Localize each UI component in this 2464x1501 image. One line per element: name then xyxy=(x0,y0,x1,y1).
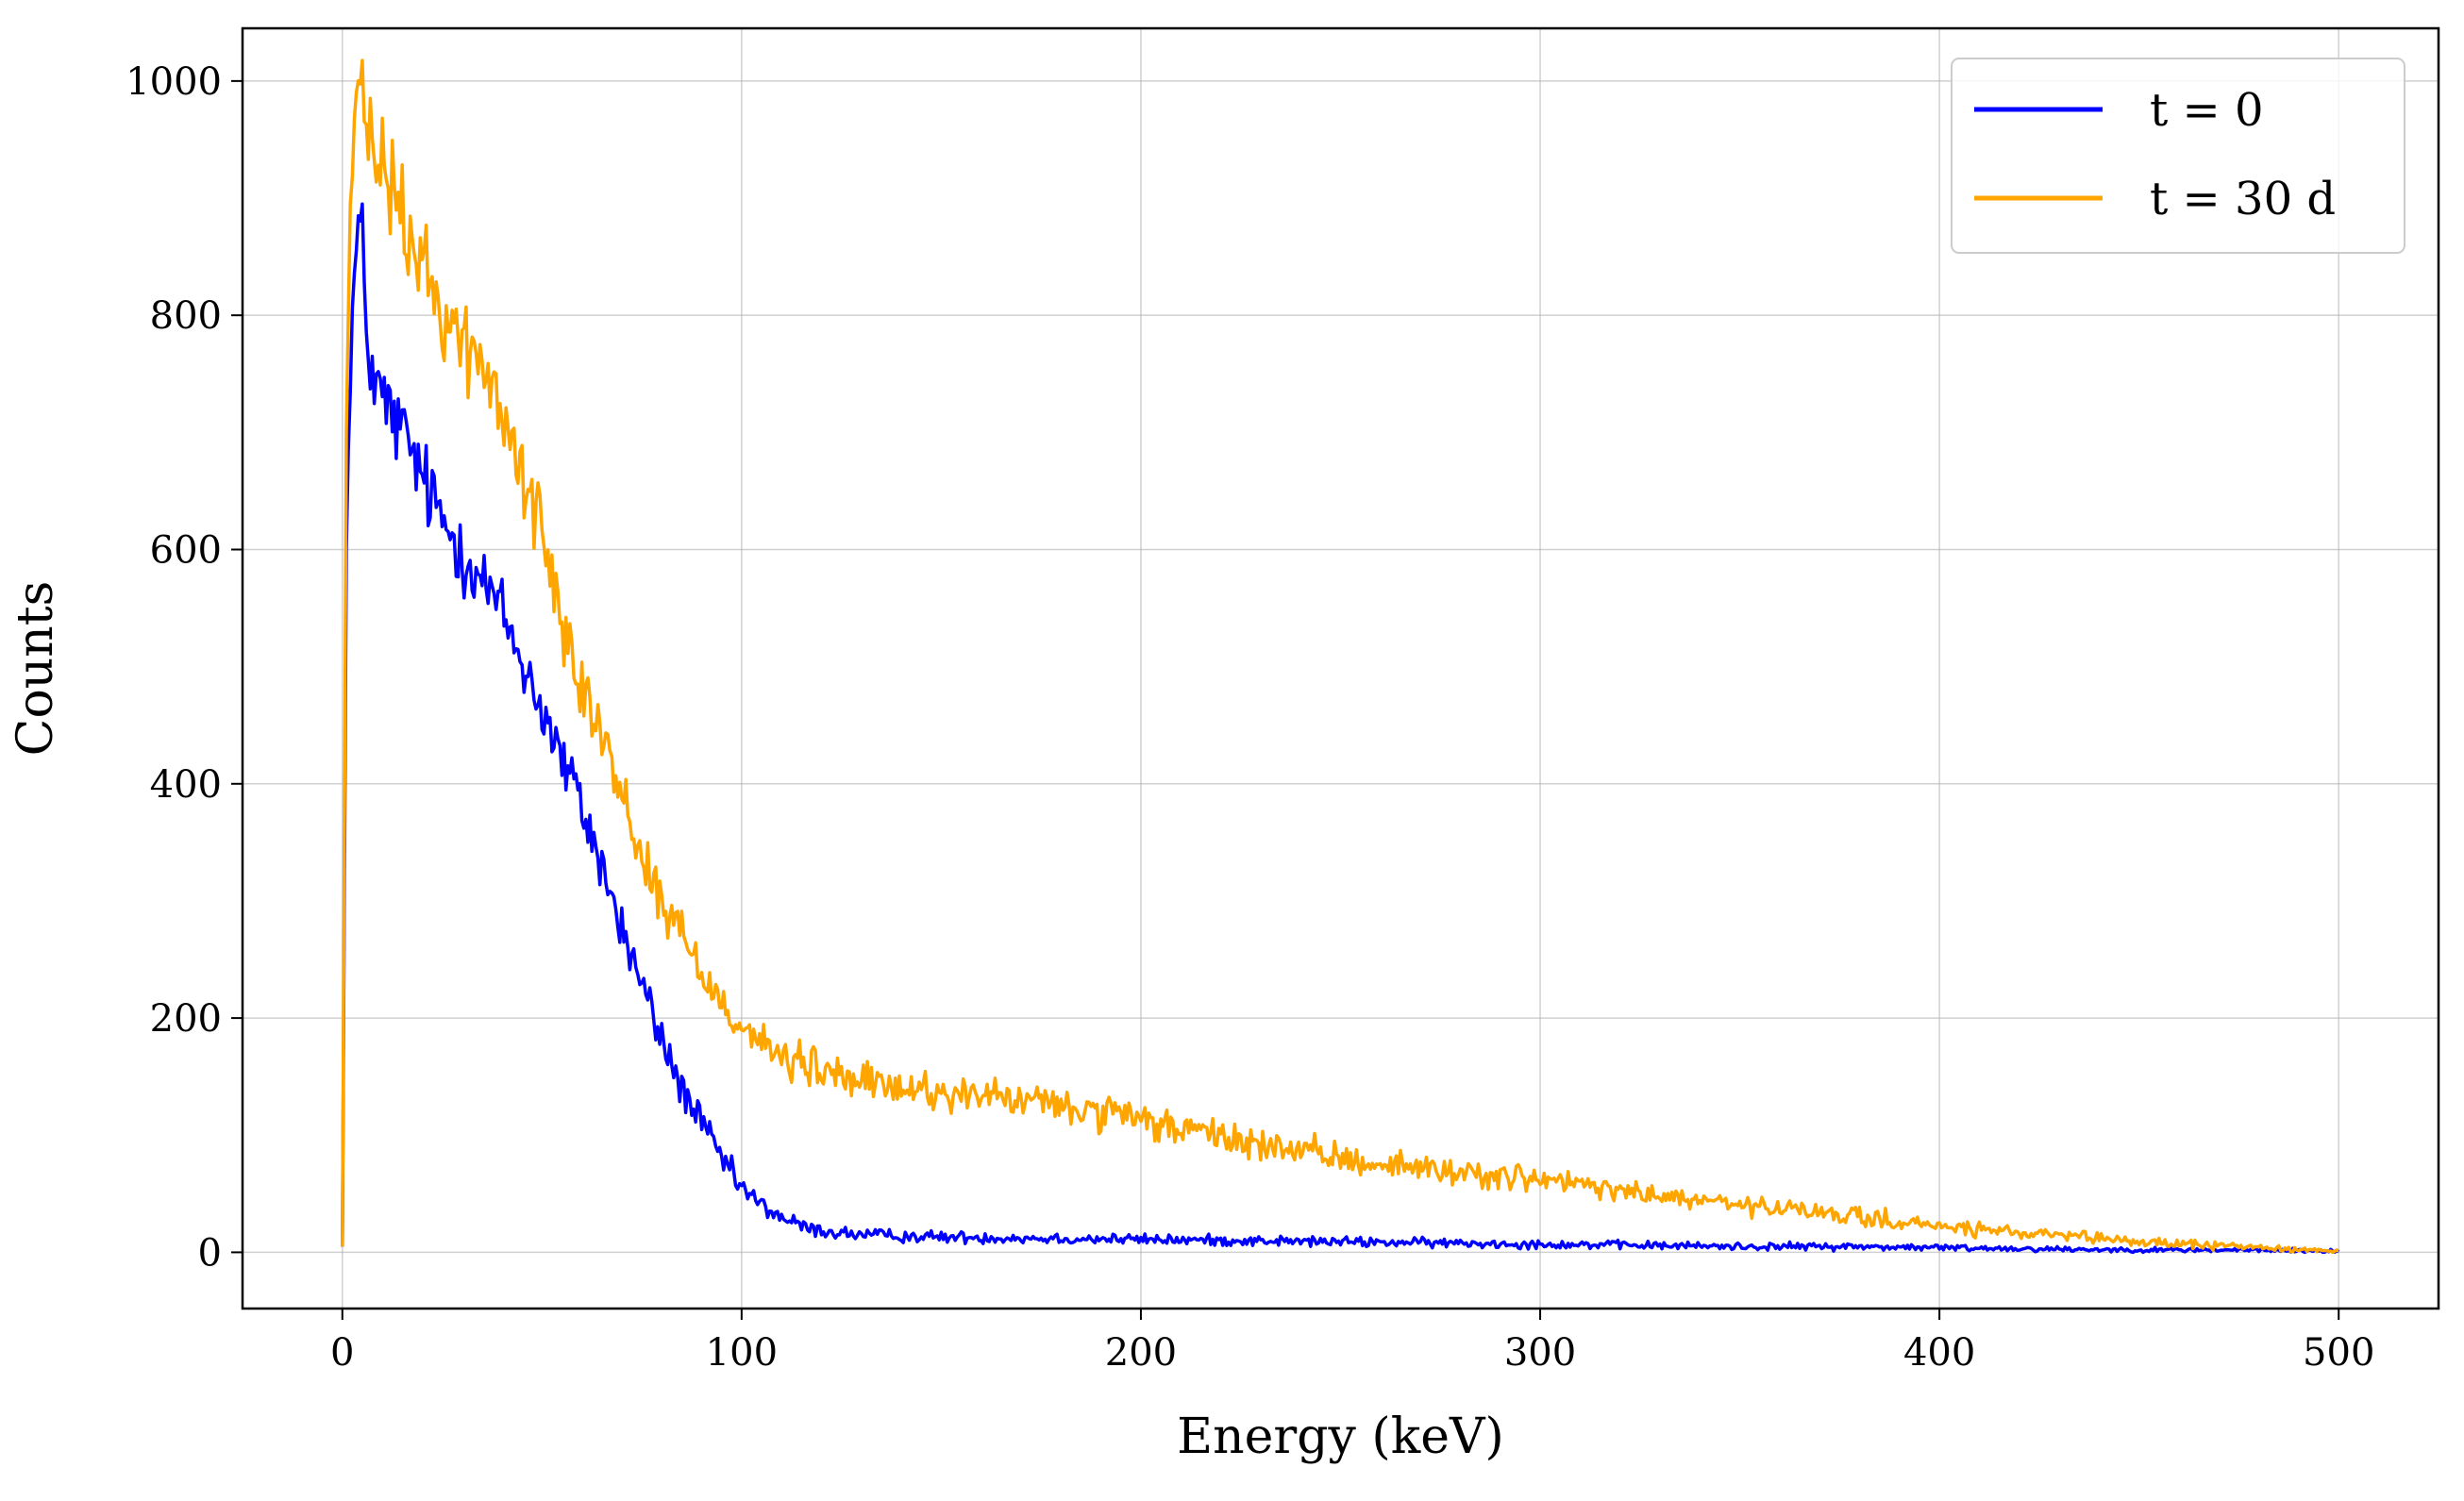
x-axis-title: Energy (keV) xyxy=(1177,1409,1504,1465)
y-tick-label: 200 xyxy=(150,997,222,1041)
x-tick-label: 200 xyxy=(1105,1331,1177,1375)
x-tick-label: 500 xyxy=(2303,1331,2374,1375)
series-line-t30d xyxy=(341,58,2339,1255)
series-layer xyxy=(341,58,2340,1255)
y-tick-label: 0 xyxy=(198,1231,222,1275)
legend: t = 0 t = 30 d xyxy=(1951,58,2405,254)
y-tick-label: 1000 xyxy=(126,60,222,104)
y-axis-title: Counts xyxy=(8,581,64,757)
x-tick-label: 100 xyxy=(706,1331,778,1375)
series-line-t0 xyxy=(341,202,2340,1255)
tick-layer: 0 100 200 300 400 500 0 200 400 600 800 1000 xyxy=(126,60,2374,1375)
y-tick-label: 800 xyxy=(150,294,222,338)
y-tick-label: 600 xyxy=(150,528,222,572)
legend-label-t30d: t = 30 d xyxy=(2150,173,2336,225)
plot-frame xyxy=(241,26,2440,1310)
x-tick-label: 300 xyxy=(1504,1331,1576,1375)
legend-label-t0: t = 0 xyxy=(2150,84,2264,137)
y-tick-label: 400 xyxy=(150,763,222,807)
x-tick-label: 0 xyxy=(330,1331,354,1375)
x-tick-label: 400 xyxy=(1903,1331,1975,1375)
